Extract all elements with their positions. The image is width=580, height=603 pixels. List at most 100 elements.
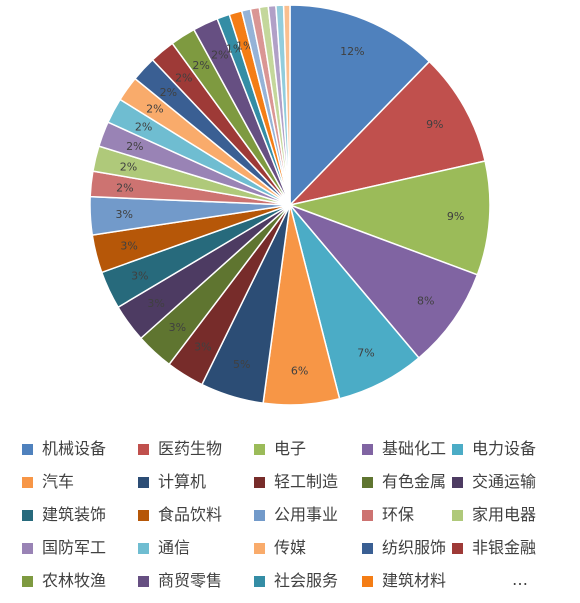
legend-label: 商贸零售: [158, 571, 223, 590]
legend-swatch: [22, 443, 33, 455]
legend-label: 家用电器: [472, 505, 537, 524]
legend-item: 交通运输: [452, 471, 536, 493]
pie-slice: [289, 4, 431, 207]
pie-slice: [287, 203, 479, 359]
legend-swatch: [362, 575, 373, 587]
legend-swatch: [138, 443, 149, 455]
legend-swatch: [362, 443, 373, 455]
pie-slice: [287, 160, 491, 276]
legend-item: 国防军工: [22, 537, 106, 559]
legend-item: 轻工制造: [254, 471, 338, 493]
slice-data-label: 2%: [211, 49, 228, 62]
slice-data-label: 2%: [146, 103, 163, 116]
legend-item: 家用电器: [452, 504, 536, 526]
pie-chart: 12%9%9%8%7%6%5%3%3%3%3%3%3%2%2%2%2%2%2%2…: [89, 4, 491, 406]
legend-item: 非银金融: [452, 537, 536, 559]
slice-data-label: 9%: [447, 210, 464, 223]
slice-data-label: 2%: [116, 181, 133, 194]
legend-swatch: [452, 509, 463, 521]
slice-data-label: 2%: [135, 121, 152, 134]
slice-data-label: 3%: [120, 240, 137, 253]
legend-item: 计算机: [138, 471, 206, 493]
legend-swatch: [22, 575, 33, 587]
slice-data-label: 3%: [131, 270, 148, 283]
legend-item: 基础化工: [362, 438, 446, 460]
slice-data-label: 2%: [160, 86, 177, 99]
legend-swatch: [138, 476, 149, 488]
chart-legend: 机械设备 医药生物 电子 基础化工 电力设备汽车 计算机 轻工制造 有色金属 交通运输建筑装饰 食…: [22, 438, 572, 598]
slice-data-label: 7%: [357, 347, 374, 360]
legend-label: 农林牧渔: [42, 571, 107, 590]
slice-data-label: 3%: [169, 321, 186, 334]
legend-label: 轻工制造: [274, 472, 339, 491]
slice-data-label: 2%: [192, 59, 209, 72]
legend-swatch: [254, 443, 265, 455]
legend-swatch: [362, 476, 373, 488]
legend-label: 传媒: [274, 538, 307, 557]
legend-item: 电子: [254, 438, 306, 460]
legend-swatch: [254, 476, 265, 488]
legend-item: 商贸零售: [138, 570, 222, 592]
legend-item: 有色金属: [362, 471, 446, 493]
pie-slice: [287, 60, 487, 207]
legend-label: 电子: [274, 439, 307, 458]
legend-swatch: [138, 509, 149, 521]
legend-label: 医药生物: [158, 439, 223, 458]
slice-data-label: 3%: [194, 340, 211, 353]
pie-slice-other: [282, 4, 291, 206]
legend-label: 汽车: [42, 472, 75, 491]
legend-item: 汽车: [22, 471, 74, 493]
slice-data-label: 2%: [175, 71, 192, 84]
legend-item: 通信: [138, 537, 190, 559]
legend-label: 建筑装饰: [42, 505, 107, 524]
slice-data-label: 12%: [340, 45, 364, 58]
legend-label: 有色金属: [382, 472, 447, 491]
legend-swatch: [452, 542, 463, 554]
slice-data-label: 8%: [417, 295, 434, 308]
slice-data-label: 6%: [291, 365, 308, 378]
legend-label: 基础化工: [382, 439, 447, 458]
legend-item: 机械设备: [22, 438, 106, 460]
legend-swatch: [254, 542, 265, 554]
legend-item: 公用事业: [254, 504, 338, 526]
slice-data-label: 5%: [233, 358, 250, 371]
legend-label: 食品饮料: [158, 505, 223, 524]
slice-data-label: 2%: [126, 140, 143, 153]
legend-label: 非银金融: [472, 538, 537, 557]
legend-swatch: [452, 443, 463, 455]
legend-item: 医药生物: [138, 438, 222, 460]
legend-swatch: [254, 509, 265, 521]
legend-label: 建筑材料: [382, 571, 447, 590]
legend-item: 农林牧渔: [22, 570, 106, 592]
legend-label: 国防军工: [42, 538, 107, 557]
legend-item: 社会服务: [254, 570, 338, 592]
legend-label: 机械设备: [42, 439, 107, 458]
legend-label: 公用事业: [274, 505, 339, 524]
legend-label: 社会服务: [274, 571, 339, 590]
legend-swatch: [362, 542, 373, 554]
legend-more-indicator: …: [512, 570, 531, 589]
slice-data-label: 9%: [426, 118, 443, 131]
legend-label: 交通运输: [472, 472, 537, 491]
legend-swatch: [138, 575, 149, 587]
legend-swatch: [22, 542, 33, 554]
legend-item: 建筑材料: [362, 570, 446, 592]
legend-item: 纺织服饰: [362, 537, 446, 559]
legend-label: 环保: [382, 505, 415, 524]
legend-item: 食品饮料: [138, 504, 222, 526]
legend-label: 电力设备: [472, 439, 537, 458]
legend-swatch: [22, 509, 33, 521]
slice-data-label: 2%: [120, 160, 137, 173]
legend-swatch: [362, 509, 373, 521]
legend-label: 计算机: [158, 472, 207, 491]
legend-item: 建筑装饰: [22, 504, 106, 526]
legend-label: 纺织服饰: [382, 538, 447, 557]
slice-data-label: 3%: [115, 208, 132, 221]
legend-swatch: [254, 575, 265, 587]
slice-data-label: 3%: [147, 297, 164, 310]
legend-item: 电力设备: [452, 438, 536, 460]
legend-swatch: [452, 476, 463, 488]
legend-swatch: [22, 476, 33, 488]
legend-item: 传媒: [254, 537, 306, 559]
legend-swatch: [138, 542, 149, 554]
